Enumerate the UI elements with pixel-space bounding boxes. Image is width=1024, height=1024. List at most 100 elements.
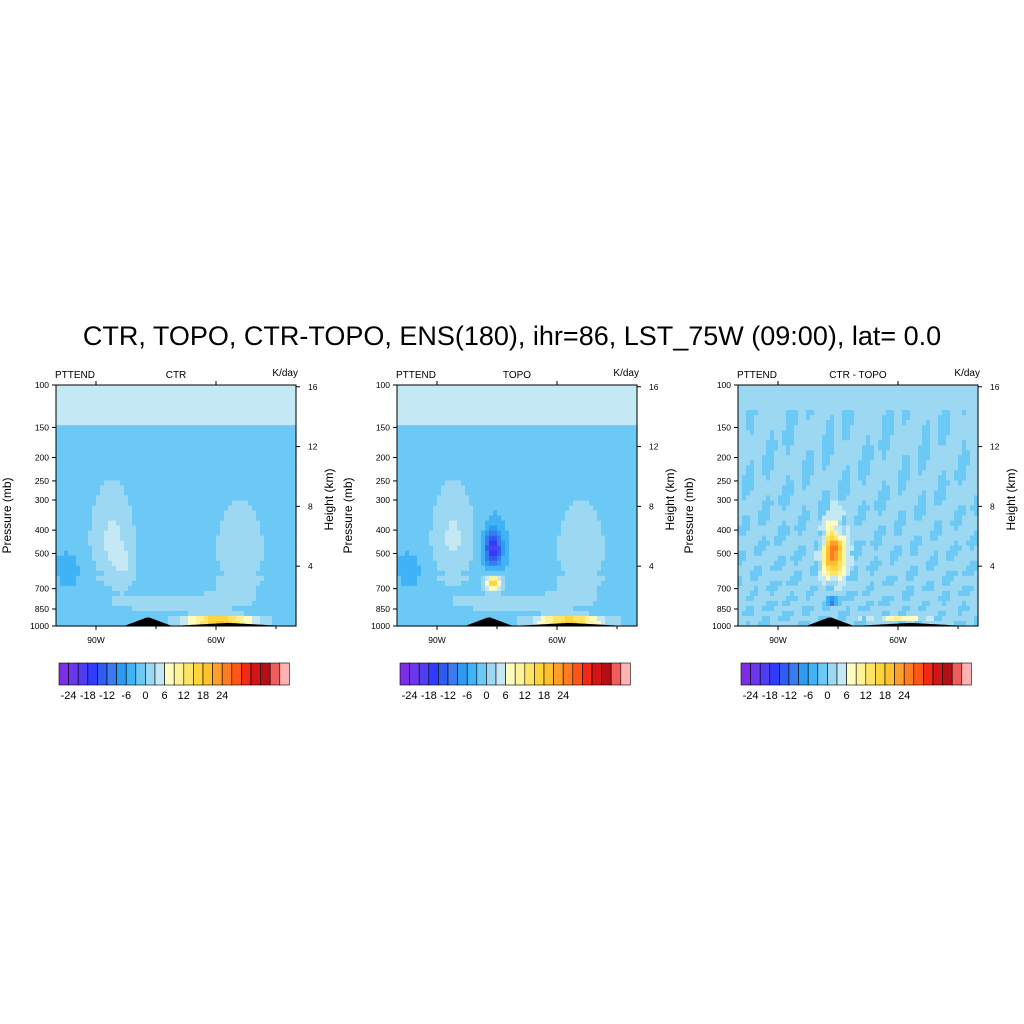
field-cell [561,525,566,532]
field-cell [509,565,514,572]
field-cell [204,435,209,441]
field-cell [529,485,534,492]
field-cell [232,390,237,396]
field-cell [413,415,418,421]
field-cell [188,435,193,441]
field-cell [224,405,229,411]
field-cell [268,615,273,622]
field-cell [104,575,109,582]
field-cell [164,540,169,547]
field-cell [112,605,117,612]
field-cell [132,605,137,612]
field-cell [68,385,73,391]
field-cell [401,420,406,426]
field-cell [272,540,277,547]
field-cell [176,515,181,522]
field-cell [485,495,490,502]
field-cell [228,535,233,542]
field-cell [80,565,85,572]
field-cell [156,540,161,547]
field-cell [397,390,402,396]
field-cell [449,515,454,522]
field-cell [236,485,241,492]
field-cell [421,565,426,572]
field-cell [76,510,81,517]
field-cell [433,500,438,507]
field-cell [260,475,265,481]
field-cell [116,535,121,542]
field-cell [224,605,229,612]
field-cell [132,425,137,431]
field-cell [228,410,233,416]
field-cell [108,495,113,502]
field-cell [292,580,297,587]
field-cell [152,455,157,461]
field-cell [509,555,514,562]
field-cell [184,455,189,461]
field-cell [509,535,514,542]
field-cell [525,560,530,567]
field-cell [76,570,81,577]
field-cell [88,470,93,476]
field-cell [445,460,450,466]
field-cell [545,495,550,502]
field-cell [68,525,73,532]
field-cell [437,485,442,492]
field-cell [132,415,137,421]
field-cell [212,475,217,481]
field-cell [120,560,125,567]
field-cell [485,470,490,476]
field-cell [92,530,97,537]
field-cell [445,485,450,492]
field-cell [421,545,426,552]
field-cell [176,540,181,547]
field-cell [268,465,273,471]
field-cell [461,405,466,411]
field-cell [505,515,510,522]
field-cell [429,595,434,602]
field-cell [413,500,418,507]
field-cell [505,400,510,406]
field-cell [517,465,522,471]
field-cell [264,575,269,582]
field-cell [533,425,538,431]
field-cell [240,465,245,471]
field-cell [445,585,450,592]
field-cell [200,400,205,406]
field-cell [493,485,498,492]
field-cell [473,410,478,416]
field-cell [232,540,237,547]
field-cell [216,435,221,441]
field-cell [541,525,546,532]
field-cell [156,510,161,517]
field-cell [445,385,450,391]
field-cell [172,390,177,396]
field-cell [144,475,149,481]
field-cell [176,425,181,431]
field-cell [493,500,498,507]
field-cell [449,400,454,406]
field-cell [244,575,249,582]
field-cell [397,445,402,451]
field-cell [549,615,554,622]
field-cell [176,385,181,391]
field-cell [68,610,73,617]
field-cell [513,535,518,542]
field-cell [252,450,257,456]
field-cell [284,520,289,527]
field-cell [96,385,101,391]
field-cell [252,505,257,512]
field-cell [465,570,470,577]
field-cell [144,600,149,607]
field-cell [200,515,205,522]
field-cell [76,455,81,461]
field-cell [244,560,249,567]
field-cell [501,580,506,587]
field-cell [236,545,241,552]
field-cell [421,415,426,421]
field-cell [417,400,422,406]
field-cell [557,405,562,411]
field-cell [501,610,506,617]
field-cell [168,405,173,411]
field-cell [144,470,149,476]
